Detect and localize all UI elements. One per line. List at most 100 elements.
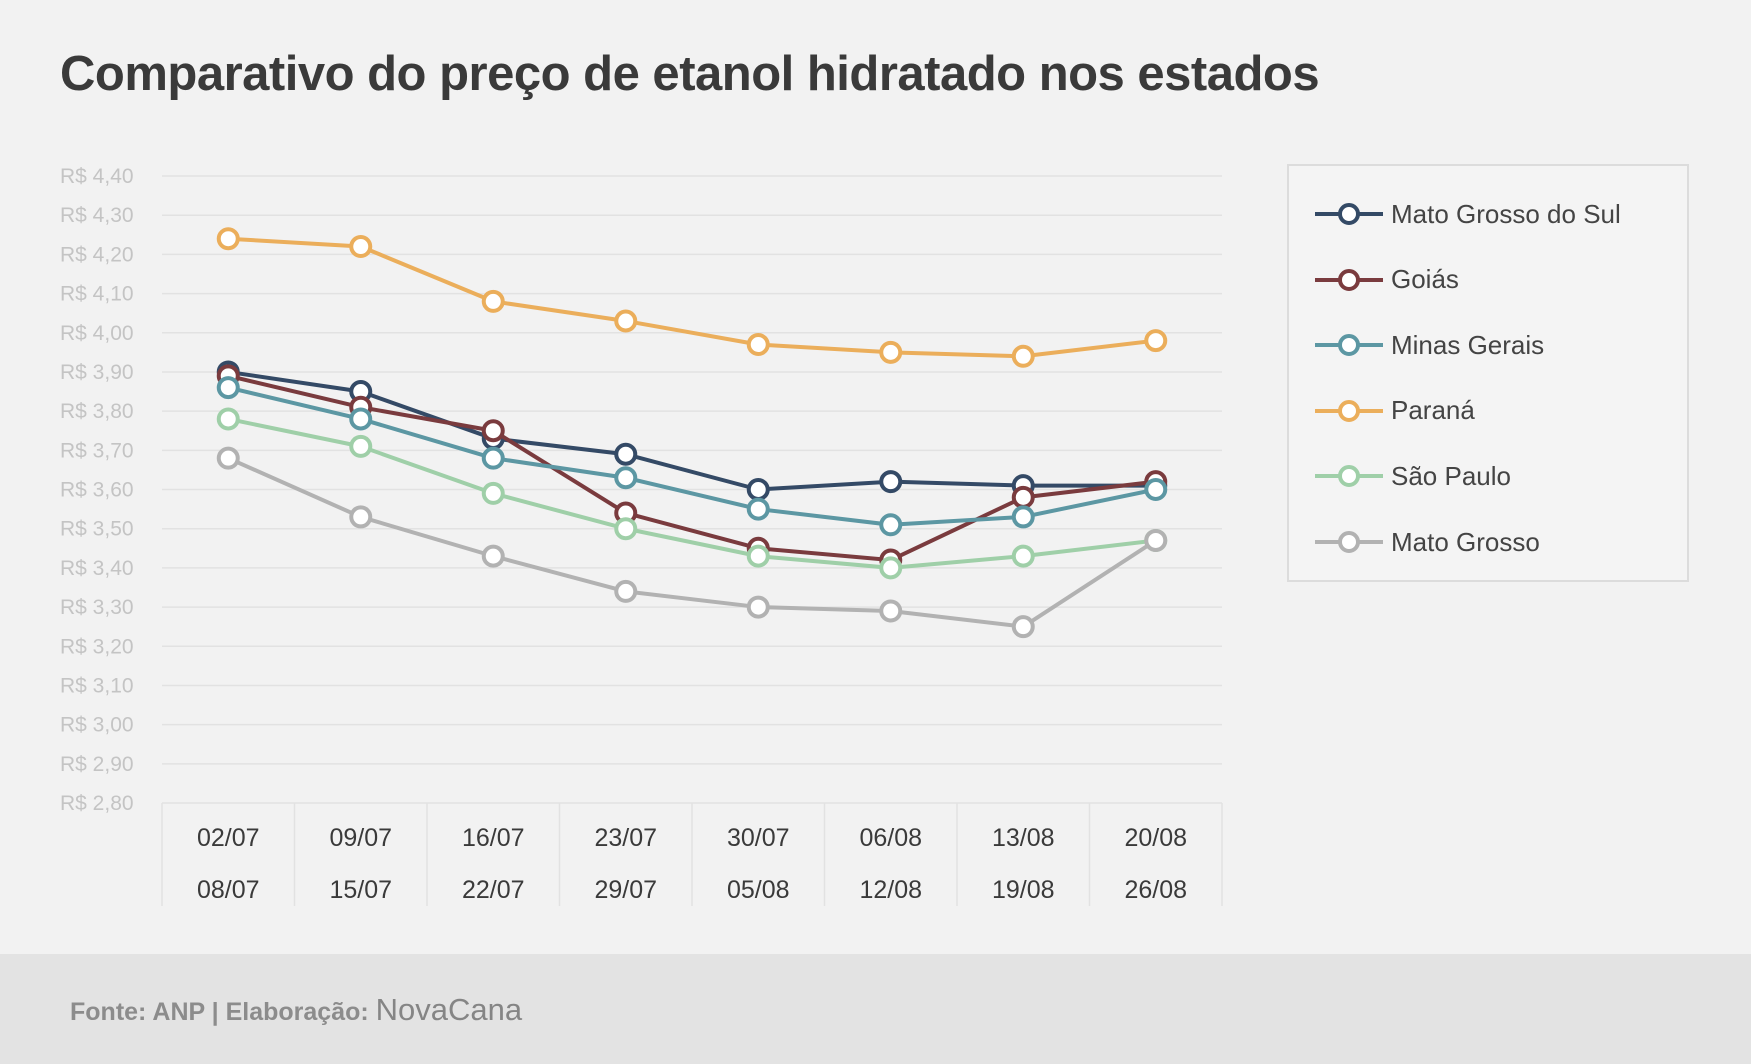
y-tick-label: R$ 4,10 [60,283,134,306]
legend-marker-icon [1315,334,1383,357]
y-tick-label: R$ 2,90 [60,753,134,776]
y-tick-label: R$ 3,30 [60,596,134,619]
legend-item: Goiás [1313,260,1459,300]
x-tick-label: 20/08 [1124,824,1187,852]
data-point [349,235,373,259]
footer-brand: NovaCana [375,992,523,1027]
data-point [349,434,373,458]
data-point [481,446,505,470]
legend-item: Mato Grosso [1313,522,1540,562]
series-mato-grosso-do-sul [216,360,1168,501]
y-tick-label: R$ 4,00 [60,322,134,345]
y-tick-label: R$ 3,40 [60,557,134,580]
data-point [614,442,638,466]
series-line [227,456,1157,629]
x-tick-label: 02/07 [197,824,260,852]
x-tick-label: 16/07 [462,824,525,852]
series-sao-paulo [216,407,1168,580]
data-point [1011,544,1035,568]
data-point [746,333,770,357]
data-point [349,407,373,431]
data-point [746,478,770,501]
legend-marker-icon [1315,531,1383,553]
legend-marker-icon [1315,203,1383,225]
y-tick-label: R$ 2,80 [60,792,134,815]
legend-label: Mato Grosso [1391,526,1540,557]
data-point [614,466,638,490]
legend-label: Paraná [1391,395,1475,426]
footer: Fonte: ANP | Elaboração: NovaCana [0,954,1751,1064]
y-tick-label: R$ 3,00 [60,714,134,737]
x-tick-label: 12/08 [859,876,922,904]
data-point [879,470,903,494]
data-point [1144,478,1168,501]
series-line [227,385,1157,527]
x-tick-label: 19/08 [992,876,1055,904]
y-tick-label: R$ 3,10 [60,674,134,697]
x-tick-label: 23/07 [594,824,657,852]
data-point [216,376,240,400]
legend-marker-icon [1315,268,1383,291]
legend-label: Minas Gerais [1391,329,1545,360]
x-tick-label: 29/07 [594,876,657,904]
data-point [216,407,240,431]
footer-source: Fonte: ANP | Elaboração: NovaCana [70,992,522,1028]
data-point [614,579,638,603]
x-tick-label: 09/07 [329,824,392,852]
data-point [1011,615,1035,639]
data-point [879,340,903,364]
data-point [216,446,240,470]
x-axis: 02/07 08/07 09/07 15/07 16/07 22/07 23/07 29/07… [161,803,1223,906]
data-point [746,544,770,568]
legend-marker-icon [1315,399,1383,422]
data-point [481,289,505,313]
data-point [1144,528,1168,552]
x-tick-label: 08/07 [197,876,260,904]
y-tick-label: R$ 3,90 [60,361,134,384]
x-tick-label: 05/08 [727,876,790,904]
y-tick-label: R$ 4,40 [60,165,134,188]
legend-label: São Paulo [1391,460,1511,491]
x-tick-label: 30/07 [727,824,790,852]
series-line [228,236,1156,359]
data-point [481,544,505,568]
x-tick-label: 15/07 [329,876,392,904]
x-tick-label: 26/08 [1124,876,1187,904]
footer-source-text: Fonte: ANP | Elaboração: [70,998,376,1026]
legend-label: Goiás [1391,264,1459,295]
data-point [879,599,903,623]
series-line [227,373,1156,563]
x-tick-label: 13/08 [992,824,1055,852]
data-point [1011,485,1035,509]
y-tick-label: R$ 3,50 [60,518,134,541]
data-point [746,595,770,619]
data-point [216,227,240,251]
data-point [614,517,638,541]
series-lines [216,227,1168,639]
chart-title: Comparativo do preço de etanol hidratado… [60,47,1320,101]
y-axis-tick-labels: R$ 4,40 R$ 4,30 R$ 4,20 R$ 4,10 R$ 4,00 R$ 3,… [60,165,134,815]
legend: Mato Grosso do Sul Goiás Minas Gerais Paran… [1287,164,1689,582]
y-tick-label: R$ 3,20 [60,635,134,658]
data-point [481,481,505,505]
data-point [614,309,638,333]
legend-item: Mato Grosso do Sul [1313,194,1621,234]
legend-item: São Paulo [1313,456,1511,496]
x-tick-label: 22/07 [462,876,525,904]
series-parana [216,227,1168,368]
legend-marker-icon [1315,465,1383,488]
legend-item: Minas Gerais [1313,325,1544,365]
series-minas-gerais [216,376,1168,537]
legend-label: Mato Grosso do Sul [1391,198,1621,229]
line-chart: R$ 4,40 R$ 4,30 R$ 4,20 R$ 4,10 R$ 4,00 R$ 3,… [60,165,1223,906]
x-tick-label: 06/08 [859,824,922,852]
data-point [1011,344,1035,368]
data-point [879,556,903,580]
grid-lines [162,175,1222,804]
data-point [481,419,505,443]
series-line [227,369,1156,492]
y-tick-label: R$ 3,70 [60,439,134,462]
data-point [1011,505,1035,529]
y-tick-label: R$ 3,60 [60,479,134,502]
series-line [227,417,1156,570]
